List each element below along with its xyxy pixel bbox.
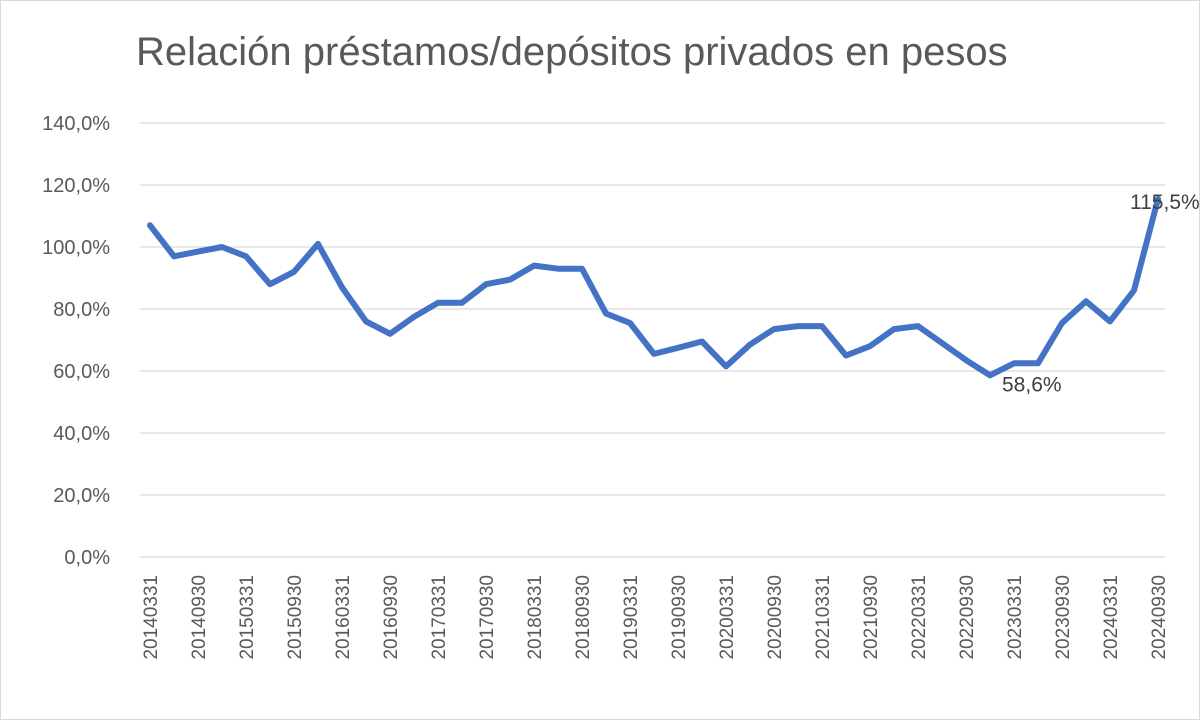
data-labels: 58,6% 115,5% [1002,191,1200,396]
x-tick-label: 20200930 [765,575,786,660]
y-tick-label: 0,0% [64,547,110,569]
x-tick-label: 20220331 [909,575,930,660]
x-tick-label: 20210930 [861,575,882,660]
x-tick-label: 20170331 [429,575,450,660]
series-line [147,196,1161,379]
y-tick-label: 40,0% [53,423,110,445]
x-tick-label: 20160331 [333,575,354,660]
y-axis-ticks: 0,0% 20,0% 40,0% 60,0% 80,0% 100,0% 120,0% 140,… [42,113,110,569]
gridlines [140,122,1165,558]
x-tick-label: 20190331 [621,575,642,660]
series-group [147,196,1161,379]
x-tick-label: 20170930 [477,575,498,660]
x-axis-ticks: 20140331 20140930 20150331 20150930 20160331… [141,575,1170,660]
x-tick-label: 20160930 [381,575,402,660]
x-tick-label: 20150930 [285,575,306,660]
data-label: 58,6% [1002,373,1062,396]
x-tick-label: 20140331 [141,575,162,660]
y-tick-label: 140,0% [42,113,110,135]
x-tick-label: 20230930 [1053,575,1074,660]
x-tick-label: 20210331 [813,575,834,660]
y-tick-label: 100,0% [42,237,110,259]
y-tick-label: 20,0% [53,485,110,507]
chart-title: Relación préstamos/depósitos privados en… [136,30,1008,74]
x-tick-label: 20190930 [669,575,690,660]
y-tick-label: 80,0% [53,299,110,321]
x-tick-label: 20230331 [1005,575,1026,660]
x-tick-label: 20240331 [1101,575,1122,660]
x-tick-label: 20140930 [189,575,210,660]
data-label: 115,5% [1130,191,1200,214]
x-tick-label: 20180331 [525,575,546,660]
x-tick-label: 20200331 [717,575,738,660]
y-tick-label: 60,0% [53,361,110,383]
x-tick-label: 20220930 [957,575,978,660]
x-tick-label: 20240930 [1149,575,1170,660]
x-tick-label: 20180930 [573,575,594,660]
x-tick-label: 20150331 [237,575,258,660]
y-tick-label: 120,0% [42,175,110,197]
